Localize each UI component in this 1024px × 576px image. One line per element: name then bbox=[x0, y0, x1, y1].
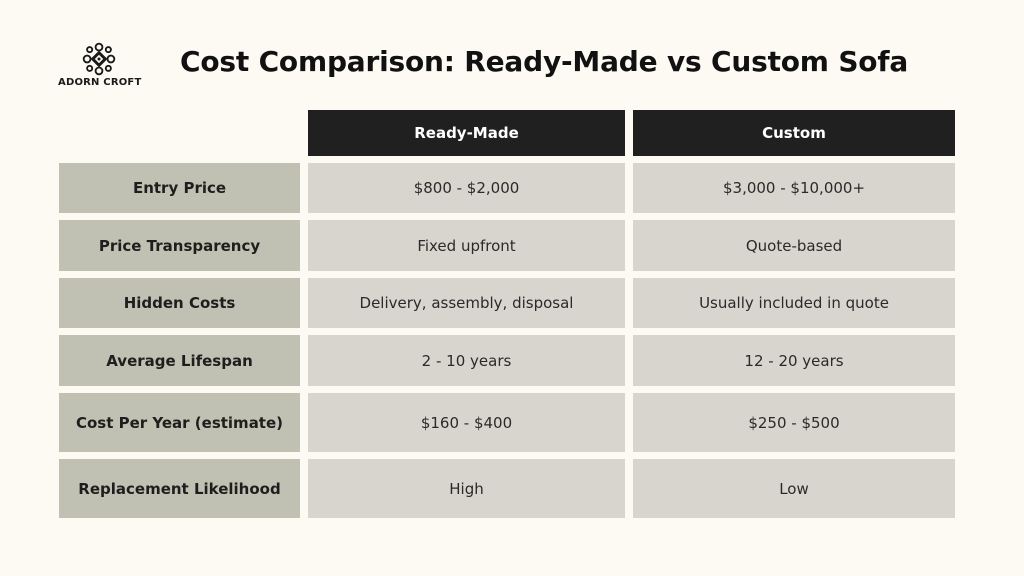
table-cell: $3,000 - $10,000+ bbox=[633, 163, 955, 213]
brand-logo: ADORN CROFT bbox=[58, 42, 142, 90]
row-label-cost-per-year: Cost Per Year (estimate) bbox=[59, 393, 300, 452]
table-cell: High bbox=[308, 459, 625, 518]
table-cell: $160 - $400 bbox=[308, 393, 625, 452]
table-cell: Usually included in quote bbox=[633, 278, 955, 328]
row-label-replacement-likelihood: Replacement Likelihood bbox=[59, 459, 300, 518]
column-header-custom: Custom bbox=[633, 110, 955, 156]
ornamental-knot-icon bbox=[82, 42, 116, 76]
row-label-average-lifespan: Average Lifespan bbox=[59, 335, 300, 386]
table-cell: $800 - $2,000 bbox=[308, 163, 625, 213]
table-cell: $250 - $500 bbox=[633, 393, 955, 452]
table-cell: Delivery, assembly, disposal bbox=[308, 278, 625, 328]
row-label-entry-price: Entry Price bbox=[59, 163, 300, 213]
table-cell: 12 - 20 years bbox=[633, 335, 955, 386]
row-label-hidden-costs: Hidden Costs bbox=[59, 278, 300, 328]
table-cell: Fixed upfront bbox=[308, 220, 625, 271]
table-cell: Quote-based bbox=[633, 220, 955, 271]
table-cell: 2 - 10 years bbox=[308, 335, 625, 386]
table-cell: Low bbox=[633, 459, 955, 518]
page-title: Cost Comparison: Ready-Made vs Custom So… bbox=[180, 45, 909, 78]
brand-name: ADORN CROFT bbox=[58, 77, 142, 88]
row-label-price-transparency: Price Transparency bbox=[59, 220, 300, 271]
column-header-ready-made: Ready-Made bbox=[308, 110, 625, 156]
